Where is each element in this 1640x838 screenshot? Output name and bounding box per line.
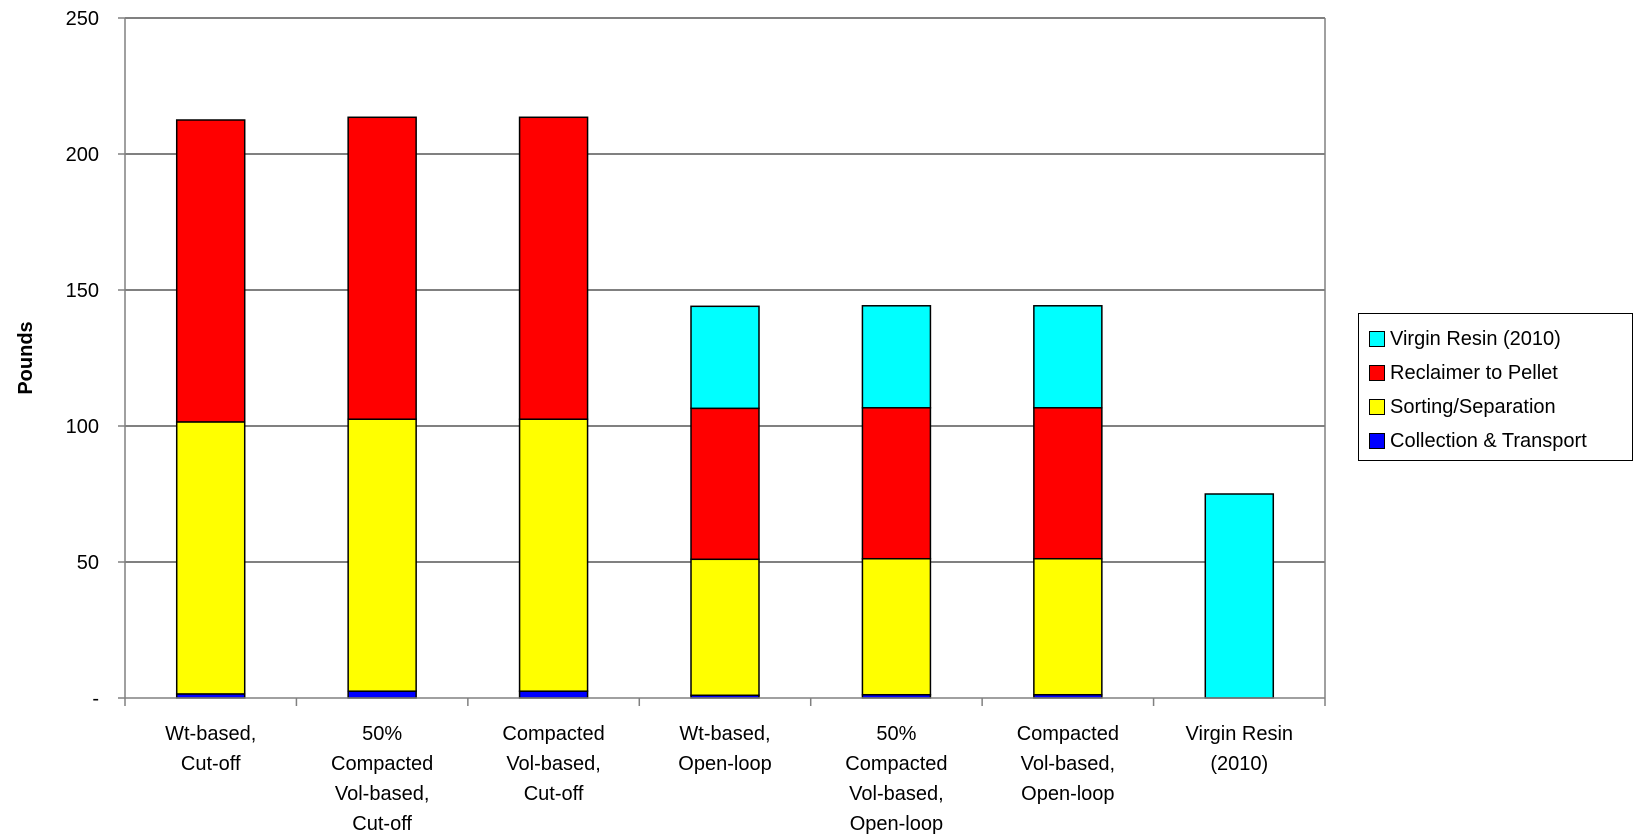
bars [175, 116, 1275, 699]
y-axis-label: Pounds [15, 321, 37, 394]
legend-swatch [1369, 365, 1385, 381]
bar-segment [690, 407, 760, 561]
bar-segment [175, 421, 246, 695]
legend-label: Virgin Resin (2010) [1390, 327, 1561, 350]
bar-segment [861, 407, 932, 560]
bar-segment [518, 116, 589, 420]
x-category-label: Compacted Vol-based, Cut-off [502, 723, 604, 805]
bar-segment [175, 119, 246, 423]
bar-segment [861, 305, 932, 409]
bar-segment [690, 305, 760, 410]
y-tick-label: - [92, 688, 99, 710]
x-category-label: Wt-based, Open-loop [678, 723, 771, 775]
x-category-label: Compacted Vol-based, Open-loop [1017, 723, 1119, 805]
x-ticks: Wt-based, Cut-off 50% Compacted Vol-based, Cu… [124, 698, 1326, 835]
bar-segment [861, 557, 932, 696]
gridlines [125, 17, 1325, 563]
x-category-label: Virgin Resin (2010) [1186, 723, 1293, 775]
bar-segment [518, 418, 589, 692]
x-category-label: Wt-based, Cut-off [165, 723, 256, 775]
x-category-label: 50% Compacted Vol-based, Cut-off [331, 723, 433, 835]
bar-segment [518, 690, 589, 699]
y-tick-label: 50 [77, 552, 99, 574]
legend-label: Collection & Transport [1390, 429, 1587, 452]
bar-segment [1204, 493, 1275, 699]
y-ticks: - 50 100 150 200 250 [66, 8, 125, 710]
legend-swatch [1369, 433, 1385, 449]
bar-segment [690, 558, 760, 697]
bar-segment [1033, 557, 1103, 696]
legend-item: Sorting/Separation [1369, 390, 1632, 424]
legend-swatch [1369, 399, 1385, 415]
y-tick-label: 150 [66, 280, 99, 302]
legend-item: Reclaimer to Pellet [1369, 356, 1632, 390]
bar-segment [1033, 407, 1103, 560]
y-tick-label: 250 [66, 8, 99, 30]
bar-segment [347, 116, 417, 420]
legend-swatch [1369, 331, 1385, 347]
axes [124, 18, 1326, 699]
y-tick-label: 200 [66, 144, 99, 166]
bar-segment [347, 418, 417, 692]
legend-label: Reclaimer to Pellet [1390, 361, 1558, 384]
legend-item: Virgin Resin (2010) [1369, 322, 1632, 356]
bar-segment [1033, 305, 1103, 409]
x-category-label: 50% Compacted Vol-based, Open-loop [845, 723, 947, 835]
legend-label: Sorting/Separation [1390, 395, 1556, 418]
y-tick-label: 100 [66, 416, 99, 438]
legend: Virgin Resin (2010) Reclaimer to Pellet So… [1358, 313, 1633, 461]
bar-segment [347, 690, 417, 699]
legend-item: Collection & Transport [1369, 424, 1632, 458]
